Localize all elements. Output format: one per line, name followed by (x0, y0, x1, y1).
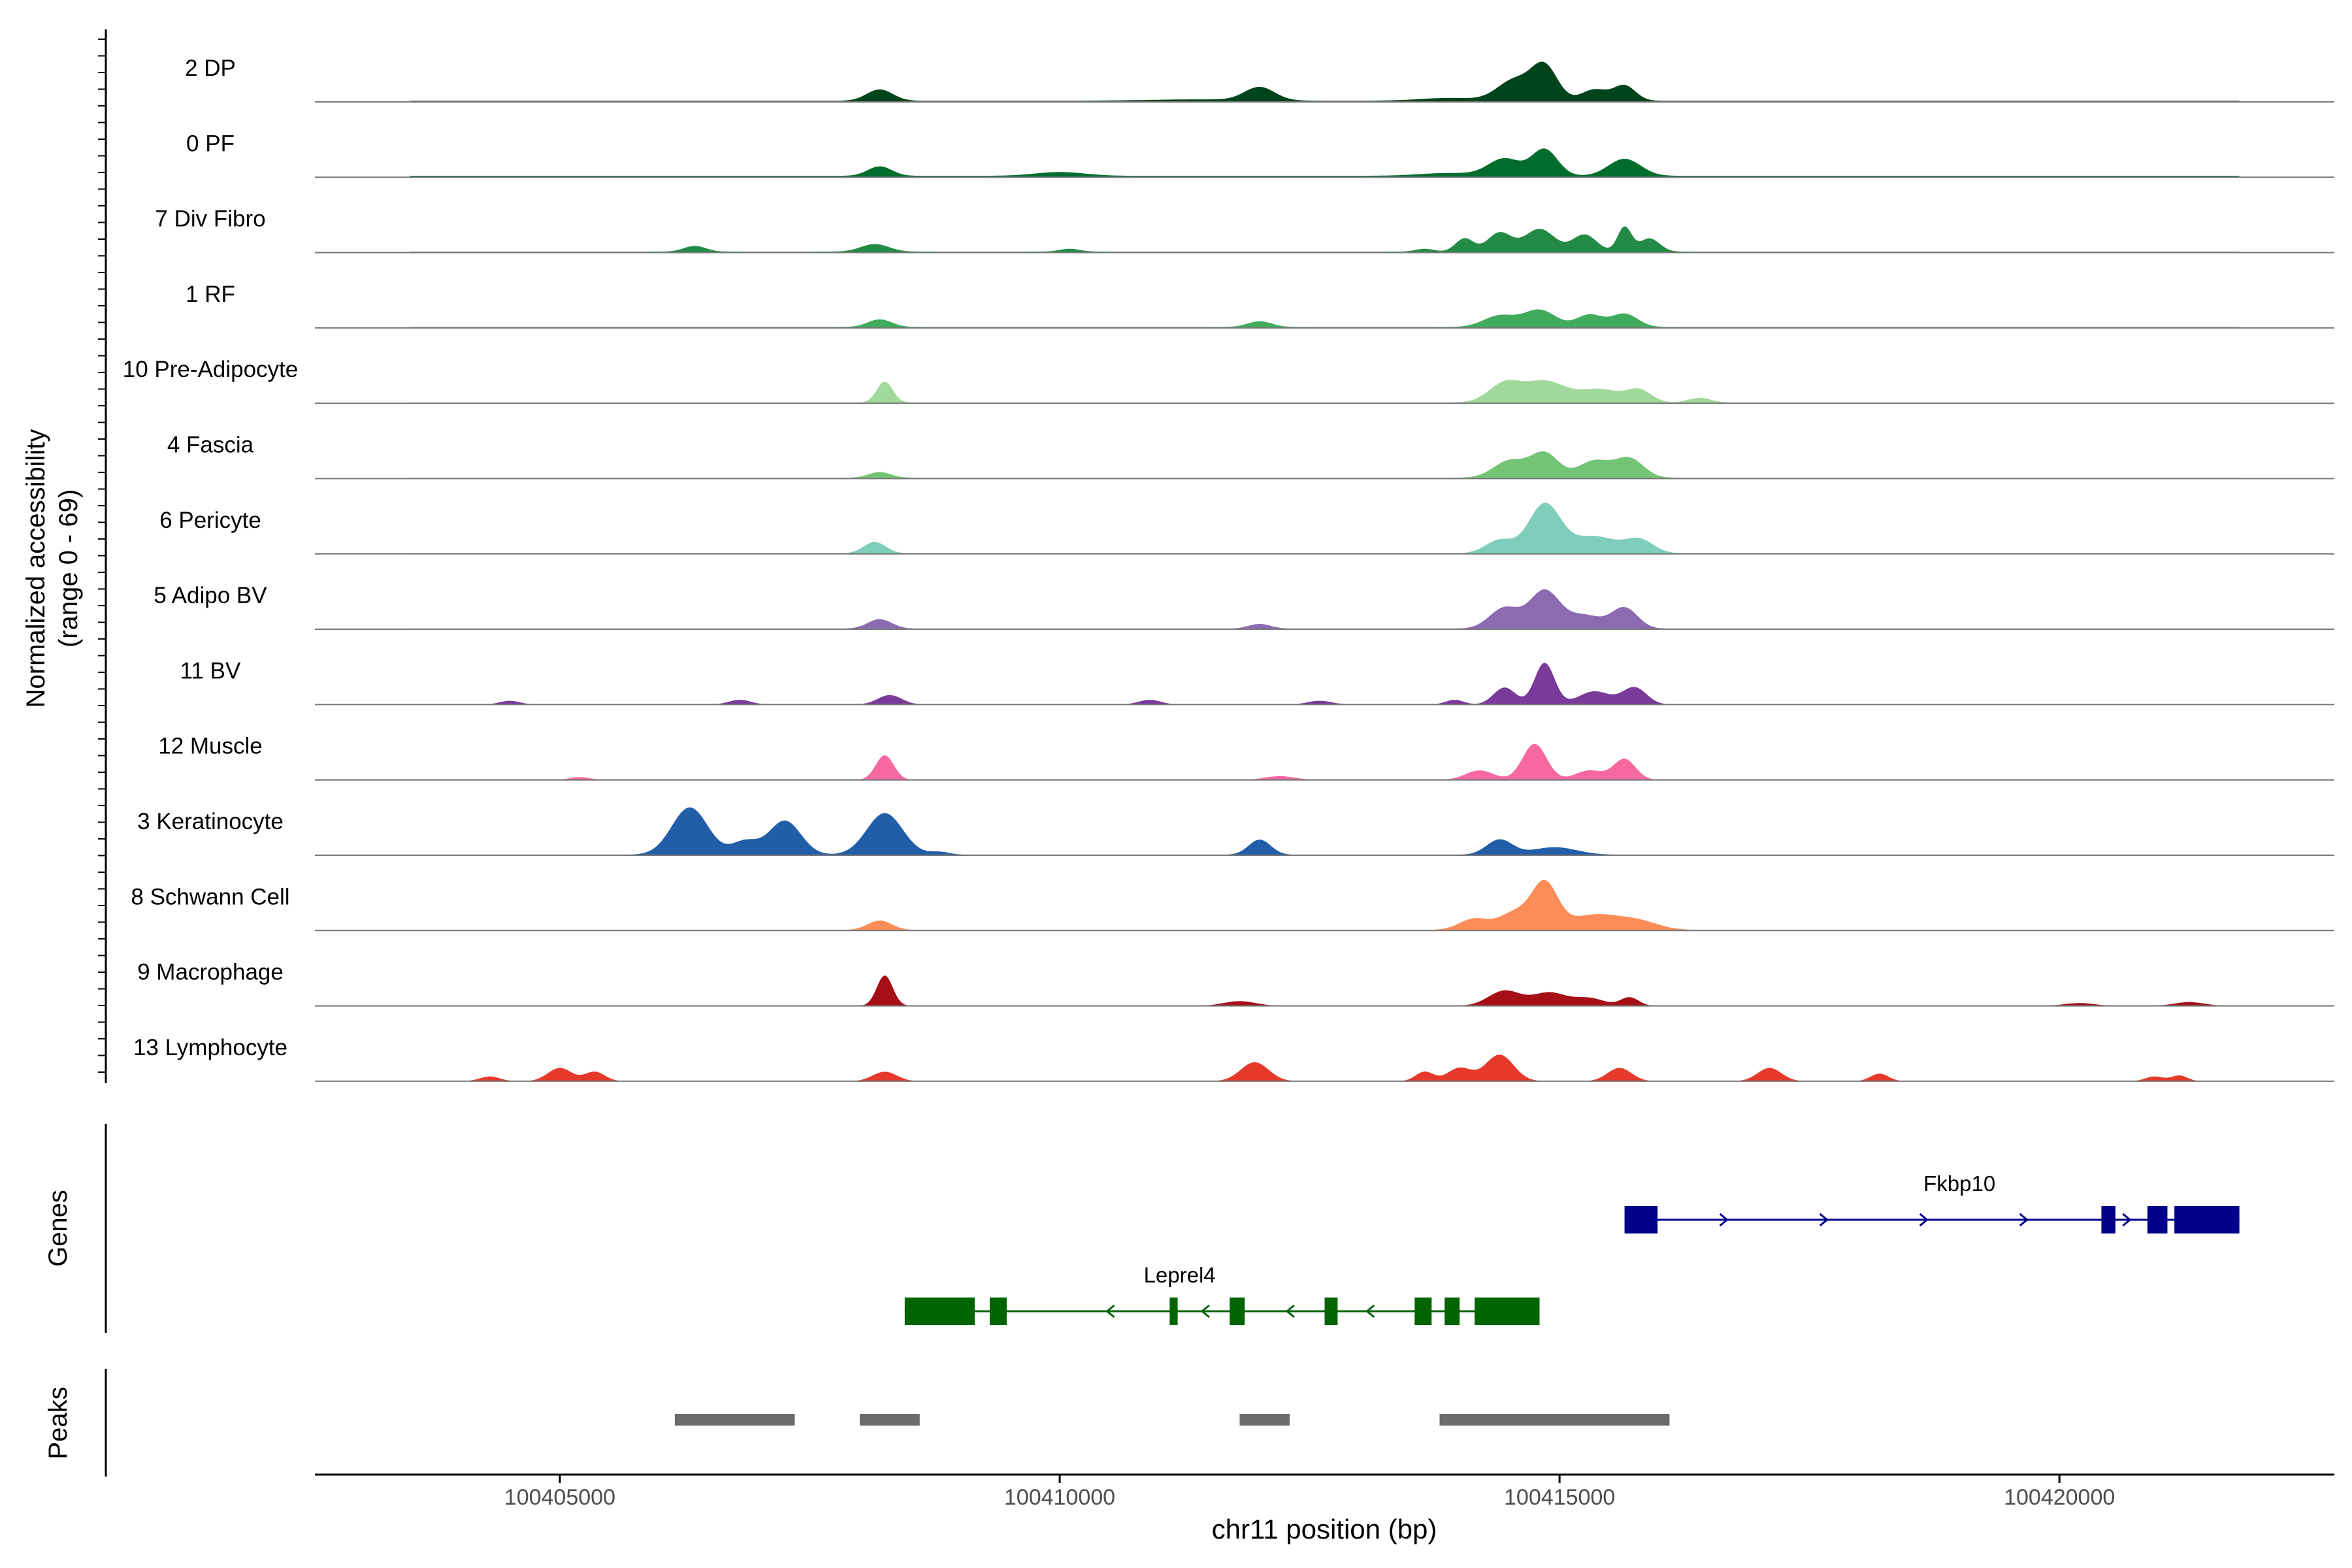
track-label: 13 Lymphocyte (133, 1035, 287, 1060)
peak-region (674, 1414, 795, 1426)
track-label: 9 Macrophage (137, 960, 284, 985)
coverage-track: 2 DP (185, 56, 2334, 103)
track-label: 12 Muscle (158, 734, 263, 759)
gene-exon (2174, 1206, 2240, 1233)
gene-exon (2101, 1206, 2115, 1233)
coverage-tracks: 2 DP 0 PF 7 Div Fibro 1 RF 10 Pre-Adipocyte 4… (123, 56, 2334, 1082)
strand-arrow (1919, 1213, 1929, 1227)
coverage-track: 10 Pre-Adipocyte (123, 357, 2334, 404)
x-axis-ticks: 100405000 100410000 100415000 100420000 (504, 1475, 2115, 1510)
strand-arrow (1719, 1213, 1729, 1227)
strand-arrow (1624, 1213, 1634, 1227)
track-label: 1 RF (186, 282, 235, 307)
peak-region (1239, 1414, 1290, 1426)
strand-arrow (1365, 1304, 1375, 1318)
gene-model: Fkbp10 (1624, 1171, 2240, 1233)
coverage-area (410, 451, 2240, 479)
coverage-area (410, 226, 2240, 253)
coverage-area (410, 975, 2240, 1006)
strand-arrow (1105, 1304, 1115, 1318)
coverage-area (410, 662, 2240, 705)
coverage-area (410, 589, 2240, 630)
coverage-area (410, 807, 2240, 855)
x-axis-title: chr11 position (bp) (1212, 1514, 1437, 1544)
coverage-track: 9 Macrophage (137, 960, 2334, 1007)
gene-exon (904, 1298, 975, 1325)
coverage-area (410, 1054, 2240, 1081)
strand-arrow (1200, 1304, 1210, 1318)
coverage-area (410, 61, 2240, 102)
peak-region (1439, 1414, 1670, 1426)
gene-exon (1324, 1298, 1338, 1325)
gene-annotation-track: Fkbp10 Leprel4 (904, 1171, 2240, 1325)
peaks-track (674, 1414, 1670, 1426)
coverage-area (410, 879, 2240, 931)
genes-panel-label: Genes (44, 1190, 73, 1267)
coverage-track: 8 Schwann Cell (131, 879, 2334, 932)
coverage-track: 3 Keratinocyte (137, 807, 2334, 856)
coverage-track: 5 Adipo BV (154, 583, 2334, 630)
track-label: 4 Fascia (167, 433, 254, 458)
coverage-area (410, 148, 2240, 178)
coverage-track: 0 PF (186, 131, 2334, 178)
track-label: 3 Keratinocyte (137, 809, 284, 834)
gene-label: Leprel4 (1144, 1263, 1216, 1287)
peaks-panel-label: Peaks (44, 1386, 73, 1459)
strand-arrow (1285, 1304, 1295, 1318)
gene-exon (989, 1298, 1007, 1325)
gene-exon (1169, 1298, 1178, 1325)
x-tick-label: 100405000 (504, 1485, 615, 1510)
track-label: 6 Pericyte (159, 508, 261, 533)
coverage-area (410, 380, 2240, 404)
track-label: 2 DP (185, 56, 236, 81)
coverage-y-title: Normalized accessibility (range 0 - 69) (22, 429, 83, 708)
coverage-ylabel-range: (range 0 - 69) (54, 489, 83, 647)
gene-model: Leprel4 (904, 1263, 1540, 1325)
track-label: 11 BV (180, 658, 241, 683)
gene-exon (2147, 1206, 2168, 1233)
coverage-track: 6 Pericyte (159, 502, 2334, 555)
coverage-area (410, 743, 2240, 780)
track-label: 10 Pre-Adipocyte (123, 357, 298, 382)
coverage-y-ticks (98, 39, 106, 1073)
gene-exon (1230, 1298, 1245, 1325)
track-label: 5 Adipo BV (154, 583, 267, 608)
gene-exon (1624, 1206, 1658, 1233)
coverage-track: 12 Muscle (158, 734, 2334, 781)
gene-exon (1414, 1298, 1432, 1325)
track-label: 7 Div Fibro (155, 206, 265, 232)
x-tick-label: 100410000 (1004, 1485, 1115, 1510)
coverage-track: 1 RF (186, 282, 2334, 329)
coverage-track: 13 Lymphocyte (133, 1035, 2334, 1082)
coverage-area (410, 309, 2240, 328)
x-tick-label: 100415000 (1504, 1485, 1615, 1510)
strand-arrow (2122, 1213, 2132, 1227)
track-label: 8 Schwann Cell (131, 884, 289, 909)
coverage-ylabel: Normalized accessibility (22, 429, 50, 708)
gene-exon (1475, 1298, 1540, 1325)
coverage-track: 4 Fascia (167, 433, 2334, 480)
x-tick-label: 100420000 (2004, 1485, 2115, 1510)
gene-label: Fkbp10 (1923, 1171, 1995, 1196)
peak-region (859, 1414, 920, 1426)
gene-exon (1445, 1298, 1460, 1325)
strand-arrow (2019, 1213, 2029, 1227)
track-label: 0 PF (186, 131, 235, 156)
coverage-track: 7 Div Fibro (155, 206, 2334, 253)
strand-arrow (1819, 1213, 1829, 1227)
coverage-track: 11 BV (180, 658, 2334, 706)
coverage-area (410, 502, 2240, 554)
